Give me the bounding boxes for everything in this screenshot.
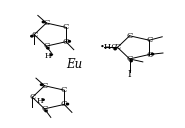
Text: Eu: Eu: [66, 57, 82, 71]
Circle shape: [47, 47, 49, 49]
Text: C: C: [146, 36, 152, 44]
Text: C: C: [61, 100, 67, 108]
Circle shape: [42, 99, 44, 100]
Circle shape: [50, 54, 52, 56]
Circle shape: [68, 41, 70, 42]
Circle shape: [130, 60, 132, 62]
Text: •HC: •HC: [100, 43, 118, 51]
Text: H: H: [45, 52, 51, 60]
Text: C: C: [61, 86, 67, 94]
Text: C: C: [126, 55, 133, 63]
Text: C: C: [41, 82, 48, 90]
Text: I: I: [128, 70, 131, 79]
Text: C: C: [43, 19, 50, 27]
Circle shape: [114, 48, 116, 50]
Text: C: C: [43, 42, 50, 50]
Text: C: C: [146, 51, 152, 58]
Circle shape: [41, 84, 43, 85]
Text: C: C: [114, 43, 121, 51]
Text: C: C: [41, 105, 48, 113]
Text: C: C: [126, 32, 133, 40]
Text: C: C: [31, 31, 37, 39]
Text: H: H: [37, 97, 44, 104]
Circle shape: [152, 53, 154, 55]
Text: C: C: [63, 23, 69, 31]
Circle shape: [45, 110, 47, 112]
Circle shape: [66, 103, 69, 105]
Text: C: C: [29, 93, 36, 101]
Circle shape: [42, 21, 45, 23]
Circle shape: [31, 35, 33, 37]
Text: C: C: [63, 38, 69, 46]
